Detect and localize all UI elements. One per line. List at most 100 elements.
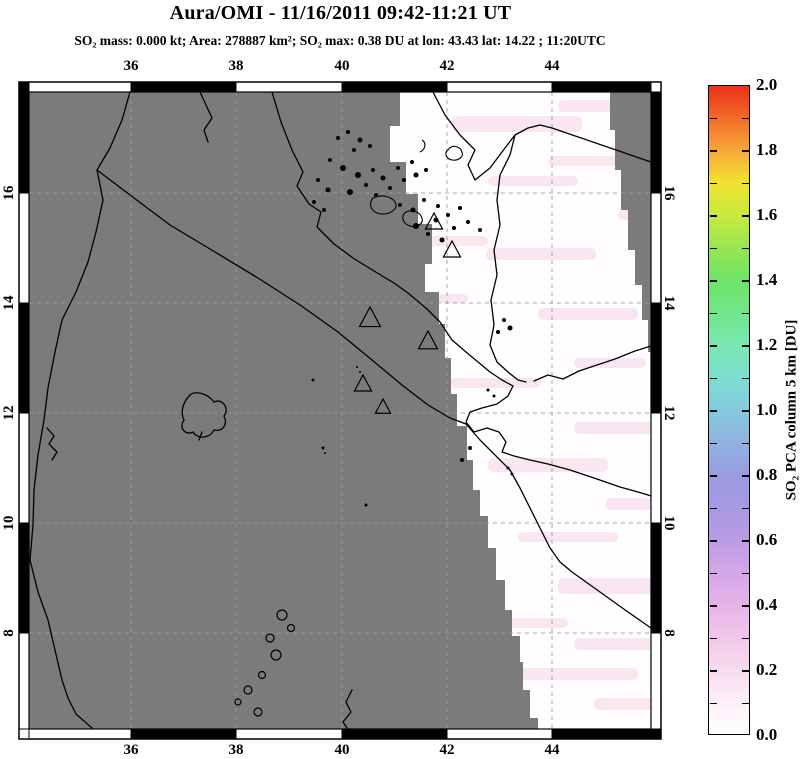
lon-tick-label-bottom: 40 <box>334 742 350 758</box>
colorbar-tick <box>709 507 717 510</box>
island-dot <box>413 172 419 178</box>
rift-lake <box>253 707 263 717</box>
colorbar-tick-label: 0.0 <box>756 725 778 744</box>
frame-inner <box>28 91 652 730</box>
colorbar-tick-label: 1.0 <box>756 400 778 419</box>
colorbar-tick <box>741 182 749 185</box>
lon-tick-label-top: 40 <box>334 58 350 74</box>
island-dot <box>396 166 400 170</box>
so2-streak <box>606 498 651 510</box>
island-dot <box>328 158 332 162</box>
rift-lake <box>286 623 296 633</box>
island-dot <box>507 325 513 331</box>
frame-band-bottom <box>235 728 343 740</box>
colorbar-tick <box>741 442 749 445</box>
colorbar-tick <box>741 670 749 672</box>
island-dot <box>312 200 316 204</box>
lat-tick-label-right: 16 <box>661 185 677 201</box>
colorbar-tick <box>709 280 717 282</box>
lon-tick-label-bottom: 36 <box>123 742 139 758</box>
island-dot <box>364 183 368 187</box>
lake-tana <box>181 392 227 441</box>
island-dot <box>478 228 482 232</box>
lat-tick-label-left: 10 <box>1 515 17 531</box>
island-outline <box>419 139 426 153</box>
so2-streak <box>488 458 608 472</box>
colorbar-tick-label: 0.6 <box>756 530 778 549</box>
colorbar-tick <box>741 247 749 250</box>
colorbar-tick <box>709 247 717 250</box>
colorbar-tick <box>709 150 717 152</box>
frame-corner-br <box>650 728 662 740</box>
island-dot <box>356 366 358 368</box>
island-dot <box>355 172 361 178</box>
colorbar-tick <box>709 702 717 705</box>
volcano-marker-icon <box>442 239 462 258</box>
so2-streak <box>486 248 596 260</box>
so2-streak <box>518 532 618 542</box>
so2-streak <box>450 378 540 388</box>
island-dot <box>502 318 506 322</box>
colorbar-tick <box>709 117 717 120</box>
lat-tick-label-left: 16 <box>1 185 17 201</box>
island-dot <box>492 394 496 398</box>
frame-band-right <box>650 632 662 730</box>
so2-streak <box>418 236 488 246</box>
island-dot <box>410 160 414 164</box>
volcano-marker-icon <box>358 305 382 328</box>
lon-tick-label-bottom: 44 <box>544 742 560 758</box>
island-dot <box>325 187 331 193</box>
island-dot <box>368 144 372 148</box>
lon-tick-label-top: 38 <box>228 58 244 74</box>
island-dot <box>336 136 340 140</box>
coast-african-redsea <box>271 91 652 497</box>
island-dot <box>460 458 464 462</box>
island-dot <box>324 452 326 454</box>
frame-band-right <box>650 302 662 414</box>
rift-lake <box>265 633 275 643</box>
island-dot <box>486 388 490 392</box>
frame-band-top <box>130 81 237 93</box>
lon-tick-label-bottom: 38 <box>228 742 244 758</box>
frame-band-left <box>18 632 30 730</box>
colorbar-tick <box>709 377 717 380</box>
colorbar-tick <box>741 345 749 347</box>
so2-streak <box>594 698 651 710</box>
colorbar-tick <box>709 540 717 542</box>
colorbar-tick <box>741 280 749 282</box>
island-dot <box>316 178 320 182</box>
colorbar-tick <box>741 572 749 575</box>
colorbar-tick <box>741 117 749 120</box>
colorbar-tick <box>709 215 717 217</box>
colorbar-tick <box>741 410 749 412</box>
colorbar-tick <box>741 215 749 217</box>
lat-tick-label-right: 10 <box>661 515 677 531</box>
frame-band-top <box>341 81 448 93</box>
so2-streak <box>574 358 646 368</box>
lon-tick-label-top: 44 <box>544 58 560 74</box>
colorbar-tick <box>741 605 749 607</box>
frame-band-bottom <box>28 728 132 740</box>
island-dot <box>346 130 350 134</box>
frame-corner-bl <box>18 728 30 740</box>
so2-streak <box>488 176 578 186</box>
island-dot <box>322 208 326 212</box>
lat-tick-label-right: 14 <box>661 295 677 311</box>
island-dot <box>510 472 514 476</box>
colorbar-tick <box>741 540 749 542</box>
frame-band-left <box>18 192 30 304</box>
colorbar-tick-label: 2.0 <box>756 75 778 94</box>
colorbar-tick <box>741 312 749 315</box>
frame-band-left <box>18 412 30 524</box>
plot-subtitle: SO₂ mass: 0.000 kt; Area: 278887 km²; SO… <box>74 33 606 48</box>
lon-tick-label-top: 42 <box>439 58 455 74</box>
frame-band-bottom <box>551 728 652 740</box>
river-north <box>199 91 213 143</box>
island-dot <box>436 204 440 208</box>
frame-band-bottom <box>130 728 237 740</box>
island-dot <box>398 203 402 207</box>
coast-arabian-top <box>432 91 553 181</box>
colorbar-tick-label: 1.2 <box>756 335 778 354</box>
island-dot <box>388 186 392 190</box>
colorbar-tick-label: 1.6 <box>756 205 778 224</box>
